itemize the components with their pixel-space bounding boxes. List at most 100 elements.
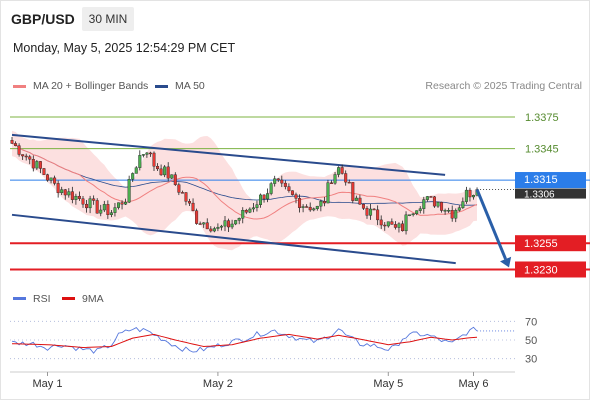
candle-body bbox=[450, 210, 454, 219]
candle-body bbox=[38, 161, 42, 169]
level-label-4: 1.3230 bbox=[524, 264, 558, 276]
candle-body bbox=[408, 214, 412, 216]
candle-body bbox=[315, 205, 319, 209]
candle-body bbox=[35, 161, 39, 169]
candle-body bbox=[227, 220, 231, 228]
candle-body bbox=[354, 197, 358, 201]
candle-body bbox=[361, 204, 365, 209]
candle-body bbox=[180, 192, 184, 194]
candle-body bbox=[124, 201, 128, 205]
candle-body bbox=[141, 154, 145, 156]
candle-body bbox=[390, 221, 394, 225]
candle-body bbox=[308, 206, 312, 211]
candle-body bbox=[166, 166, 170, 179]
candle-body bbox=[386, 221, 390, 227]
candle-body bbox=[379, 219, 383, 226]
candle-body bbox=[109, 212, 113, 215]
candle-body bbox=[290, 190, 294, 195]
candle-body bbox=[67, 191, 71, 196]
candle-body bbox=[259, 194, 263, 205]
last-price-tag bbox=[515, 188, 586, 199]
level-label-1: 1.3345 bbox=[525, 144, 559, 156]
candle-body bbox=[347, 181, 351, 184]
candle-body bbox=[461, 201, 465, 208]
candle-body bbox=[372, 208, 376, 211]
candle-body bbox=[358, 197, 362, 205]
candle-body bbox=[177, 184, 181, 193]
candle-body bbox=[244, 210, 248, 213]
candle-body bbox=[283, 182, 287, 187]
candle-body bbox=[287, 186, 291, 191]
candle-body bbox=[294, 194, 298, 199]
symbol-label: GBP/USD bbox=[11, 11, 75, 27]
candle-body bbox=[344, 173, 348, 183]
candle-body bbox=[198, 223, 202, 225]
candle-body bbox=[28, 156, 32, 160]
candle-body bbox=[77, 195, 81, 199]
candle-body bbox=[319, 201, 323, 207]
rsi-ma-legend: 9MA bbox=[82, 293, 104, 305]
candle-body bbox=[301, 206, 305, 208]
candle-body bbox=[102, 204, 106, 211]
candle-body bbox=[262, 194, 266, 200]
candle-body bbox=[46, 174, 50, 181]
candle-body bbox=[429, 196, 433, 198]
candle-body bbox=[330, 182, 334, 184]
level-tag-3 bbox=[515, 235, 586, 252]
candle-body bbox=[276, 178, 280, 181]
candle-body bbox=[404, 214, 408, 232]
candle-body bbox=[14, 143, 18, 146]
rsi-swatch bbox=[13, 297, 26, 300]
candle-body bbox=[205, 222, 209, 230]
candle-body bbox=[447, 210, 451, 212]
candle-body bbox=[322, 201, 326, 204]
candle-body bbox=[24, 155, 28, 158]
candle-body bbox=[425, 196, 429, 200]
candle-body bbox=[393, 224, 397, 228]
ma50-legend: MA 50 bbox=[175, 80, 205, 92]
candle-body bbox=[187, 201, 191, 204]
candle-body bbox=[195, 210, 199, 224]
candle-body bbox=[60, 189, 64, 194]
candle-body bbox=[95, 200, 99, 214]
candle-body bbox=[173, 174, 177, 185]
rsi-ma-line bbox=[11, 333, 478, 349]
candle-body bbox=[74, 195, 78, 200]
candle-body bbox=[81, 198, 85, 205]
channel-upper-line bbox=[11, 133, 446, 176]
candle-body bbox=[120, 202, 124, 205]
rsi-line bbox=[11, 326, 478, 354]
candle-body bbox=[148, 152, 152, 155]
candle-body bbox=[134, 167, 138, 174]
candle-body bbox=[440, 202, 444, 211]
candle-body bbox=[138, 155, 142, 168]
candle-body bbox=[42, 168, 46, 175]
candle-body bbox=[223, 220, 227, 227]
copyright-label: Research © 2025 Trading Central bbox=[425, 80, 582, 92]
candle-body bbox=[411, 213, 415, 216]
candle-body bbox=[351, 182, 355, 201]
candle-body bbox=[53, 177, 57, 184]
x-tick-label-2: May 5 bbox=[373, 378, 403, 390]
candle-body bbox=[464, 189, 468, 202]
candle-body bbox=[127, 179, 131, 203]
candle-body bbox=[457, 207, 461, 211]
candle-body bbox=[88, 198, 92, 209]
candle-body bbox=[397, 223, 401, 228]
candle-body bbox=[163, 166, 167, 176]
candle-body bbox=[49, 177, 53, 181]
candle-body bbox=[422, 199, 426, 209]
rsi-level-label-0: 70 bbox=[525, 316, 537, 328]
timeframe-button[interactable]: 30 MIN bbox=[82, 7, 134, 31]
candle-body bbox=[280, 179, 284, 184]
level-label-3: 1.3255 bbox=[524, 238, 558, 250]
candle-body bbox=[156, 166, 160, 170]
candle-body bbox=[248, 208, 252, 213]
candle-body bbox=[10, 140, 14, 144]
ma20-bb-swatch bbox=[13, 85, 26, 88]
candle-body bbox=[56, 183, 60, 194]
candle-body bbox=[298, 198, 302, 208]
candle-body bbox=[113, 207, 117, 213]
candle-body bbox=[340, 167, 344, 174]
